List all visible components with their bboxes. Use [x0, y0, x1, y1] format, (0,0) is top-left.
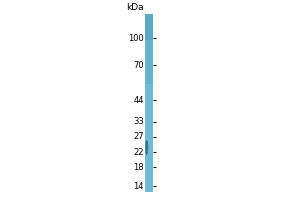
Text: 22: 22	[134, 148, 144, 157]
Text: 33: 33	[133, 117, 144, 126]
Text: 18: 18	[133, 163, 144, 172]
Text: 70: 70	[133, 61, 144, 70]
Text: kDa: kDa	[126, 3, 144, 12]
Text: 100: 100	[128, 34, 144, 43]
Text: 27: 27	[133, 132, 144, 141]
Text: 44: 44	[134, 96, 144, 105]
Text: 14: 14	[134, 182, 144, 191]
